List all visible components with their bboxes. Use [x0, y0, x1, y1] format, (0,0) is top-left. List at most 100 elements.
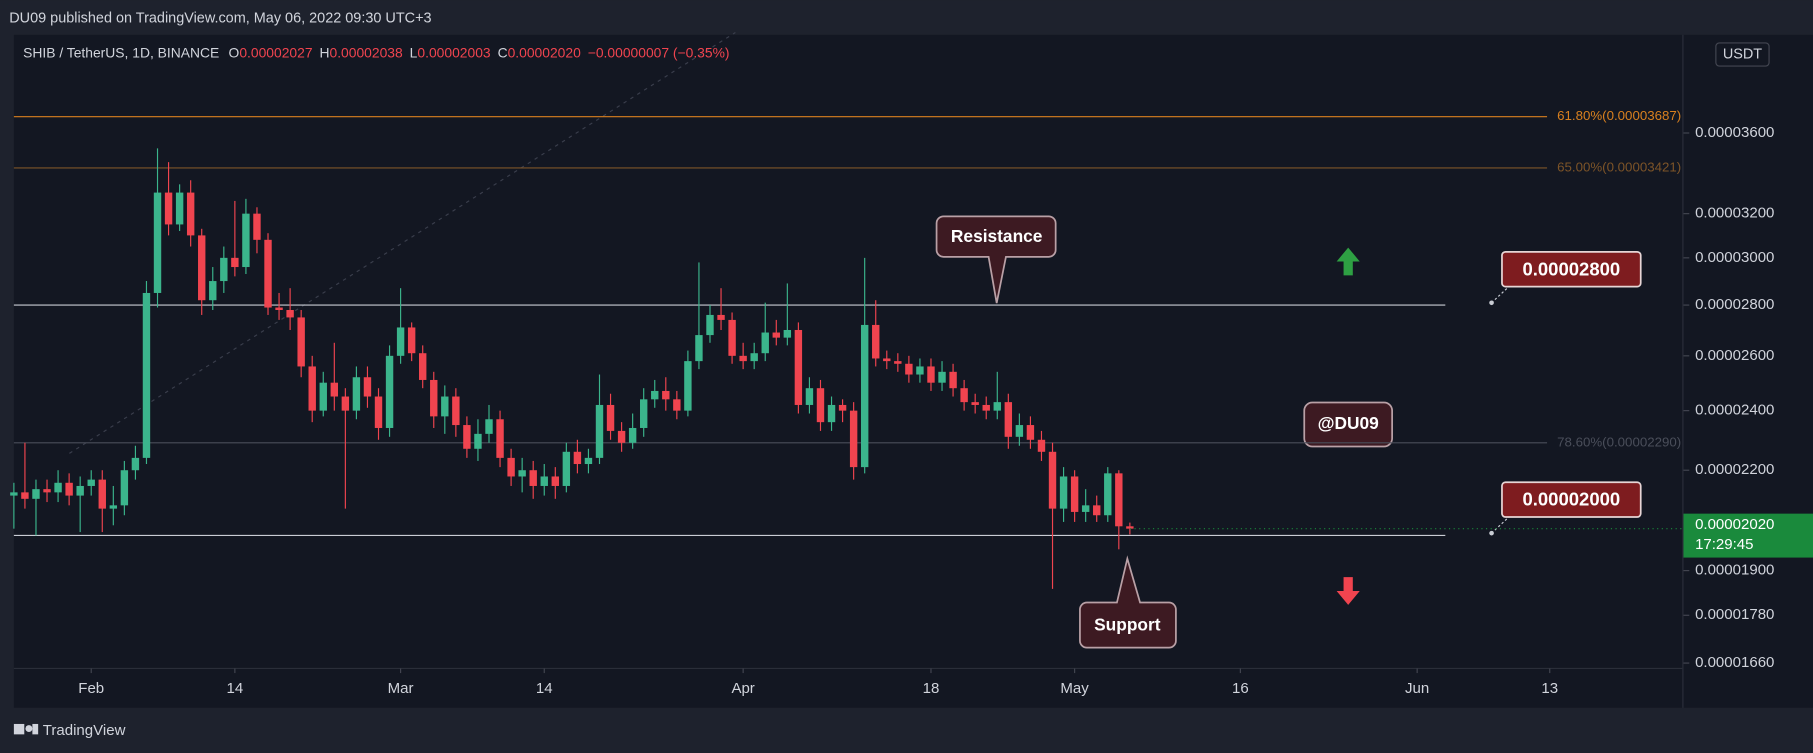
resistance-callout: [935, 215, 1057, 304]
candle-body: [617, 430, 626, 443]
y-tick-label: 0.00001660: [1695, 654, 1774, 671]
candle-body: [662, 390, 670, 400]
price-tag: [1501, 251, 1642, 288]
candle-body: [529, 470, 537, 486]
candle-body: [10, 492, 18, 496]
candle-body: [32, 489, 40, 499]
up-arrow: [1336, 247, 1360, 276]
legend-value: 0.00002020: [508, 44, 582, 60]
y-tick-label: 0.00001780: [1695, 606, 1774, 623]
candle-body: [76, 485, 84, 496]
candle-body: [960, 388, 968, 403]
candle-body: [231, 257, 239, 268]
candle-body: [297, 317, 305, 367]
y-tick-label: 0.00003000: [1695, 249, 1774, 266]
candle-body: [717, 314, 725, 320]
y-tick-label: 0.00002800: [1695, 296, 1774, 313]
candle-body: [1015, 425, 1024, 437]
candle-body: [651, 390, 659, 400]
candle-body: [341, 396, 350, 411]
candle-body: [993, 402, 1001, 411]
down-arrow: [1336, 577, 1360, 605]
legend-key: H: [319, 44, 329, 60]
candle-body: [518, 470, 526, 477]
candle-body: [684, 361, 692, 411]
support-callout: [1079, 555, 1177, 649]
candle-body: [816, 388, 825, 423]
legend-value: 0.00002003: [417, 44, 491, 60]
y-tick-label: 0.00003200: [1695, 205, 1774, 222]
candle-body: [1104, 473, 1112, 516]
candle-body: [142, 292, 151, 458]
last-price-box: [1683, 513, 1813, 558]
x-tick-label: Apr: [731, 680, 754, 697]
x-tick-label: Mar: [388, 680, 414, 697]
candle-body: [750, 353, 758, 362]
unit-box: [1715, 42, 1770, 67]
candle-body: [584, 457, 593, 465]
candle-body: [109, 505, 118, 509]
fib-label: 65.00%(0.00003421): [1557, 159, 1681, 174]
candle-body: [1004, 402, 1013, 437]
candle-body: [153, 192, 162, 293]
candle-body: [971, 402, 979, 405]
candle-body: [419, 353, 427, 380]
candle-body: [805, 388, 814, 405]
candle-body: [65, 482, 73, 496]
candle-body: [441, 396, 449, 417]
candle-body: [131, 457, 140, 471]
author-box: [1303, 401, 1393, 448]
candle-body: [938, 371, 946, 383]
legend-value: 0.00002038: [330, 44, 404, 60]
candle-body: [894, 361, 902, 364]
candle-body: [242, 213, 250, 268]
candle-body: [927, 366, 935, 383]
tag-anchor: [1489, 300, 1494, 306]
candle-body: [573, 451, 582, 465]
candle-body: [739, 355, 747, 362]
candle-body: [905, 363, 913, 375]
legend-key: L: [410, 44, 418, 60]
candle-body: [485, 419, 493, 434]
candle-body: [496, 419, 504, 458]
x-tick-label: 14: [227, 680, 244, 697]
candle-body: [551, 476, 559, 486]
x-tick-label: 13: [1541, 680, 1558, 697]
candle-body: [1059, 476, 1068, 509]
annotation: @DU09: [1318, 413, 1379, 433]
candle-body: [54, 482, 62, 493]
footer: TradingView: [43, 722, 126, 739]
candle-body: [849, 410, 858, 468]
candle-body: [120, 470, 129, 506]
candle-body: [1126, 526, 1134, 529]
price-tag-label: 0.00002800: [1522, 258, 1620, 279]
candle-body: [628, 427, 637, 443]
candle-body: [430, 379, 438, 417]
candle-body: [761, 332, 769, 354]
candle-body: [308, 366, 316, 411]
fib-label: 61.80%(0.00003687): [1557, 108, 1681, 123]
candle-body: [827, 404, 836, 423]
candle-body: [507, 457, 515, 477]
candle-body: [87, 479, 95, 486]
tag-pointer: [1491, 516, 1510, 534]
x-tick-label: Jun: [1405, 680, 1429, 697]
candle-body: [783, 329, 792, 338]
candle-body: [562, 451, 571, 486]
candle-body: [1093, 505, 1101, 516]
tag-pointer: [1491, 286, 1510, 304]
annotation: Support: [1094, 614, 1161, 634]
candle-body: [452, 396, 460, 426]
y-tick-label: 0.00001900: [1695, 562, 1774, 579]
candle-body: [286, 309, 294, 318]
legend-symbol: SHIB / TetherUS, 1D, BINANCE: [23, 44, 219, 60]
annotation: Resistance: [951, 226, 1043, 246]
y-tick-label: 0.00003600: [1695, 124, 1774, 141]
x-tick-label: 14: [536, 680, 553, 697]
candle-body: [706, 314, 714, 336]
candle-body: [916, 366, 924, 375]
candle-body: [175, 192, 184, 225]
legend-key: C: [498, 44, 508, 60]
candle-body: [43, 489, 51, 493]
